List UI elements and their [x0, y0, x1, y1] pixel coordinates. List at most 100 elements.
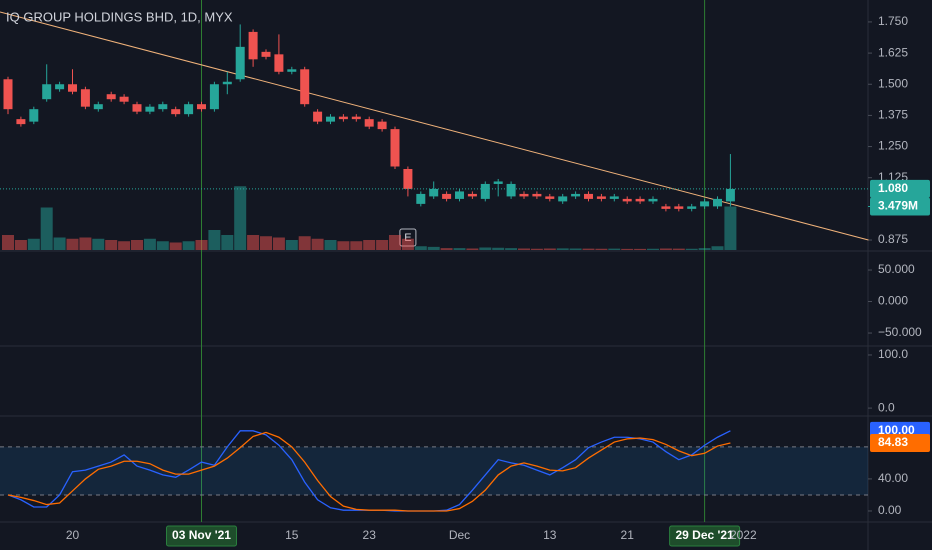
volume-bar [208, 230, 221, 250]
volume-bar [724, 206, 737, 250]
volume-bar [608, 248, 621, 250]
volume-bar [2, 235, 14, 250]
candle-body [480, 183, 490, 199]
volume-bar [685, 248, 698, 250]
candle-body [222, 81, 232, 85]
volume-bar [479, 247, 492, 250]
candle-body [674, 206, 684, 209]
candle-body [235, 46, 245, 80]
y-tick-label: 1.625 [878, 45, 908, 59]
x-tick-label: 21 [621, 528, 635, 542]
volume-bar [311, 238, 324, 250]
volume-bar [272, 237, 285, 250]
y-tick-label: 1.250 [878, 139, 908, 153]
candle-body [158, 104, 168, 110]
event-label: E [404, 232, 411, 244]
candle-body [3, 79, 13, 110]
candle-body [609, 196, 619, 199]
y-tick-label: 50.000 [878, 262, 915, 276]
candle-body [467, 193, 477, 197]
volume-bar [556, 248, 569, 250]
candle-body [493, 181, 503, 184]
candle-body [455, 191, 464, 199]
volume-bar [66, 238, 79, 250]
volume-bar [105, 240, 118, 250]
candle-body [197, 104, 206, 110]
volume-bar [595, 248, 608, 250]
y-tick-label: 100.0 [878, 347, 908, 361]
volume-bar [92, 238, 105, 250]
candle-body [390, 129, 400, 167]
volume-bar [363, 240, 376, 250]
price-label: 1.080 [878, 181, 908, 195]
oscillator-value: 84.83 [878, 435, 908, 449]
candle-body [274, 54, 284, 72]
candle-body [326, 116, 335, 122]
candle-body [403, 168, 413, 189]
candle-body [725, 188, 735, 202]
candle-body [300, 69, 310, 105]
price-label-box [870, 179, 930, 198]
volume-bar [505, 248, 518, 250]
volume-bar [156, 241, 169, 250]
volume-bar [79, 237, 92, 250]
oscillator-value-box [870, 433, 930, 452]
volume-bar [324, 240, 337, 250]
y-tick-label: 1.750 [878, 14, 908, 28]
y-tick-label: 1.500 [878, 76, 908, 90]
volume-bar [414, 246, 427, 250]
x-tick-label: 2022 [730, 528, 757, 542]
volume-bar [260, 236, 272, 250]
candle-body [261, 51, 271, 57]
y-tick-label: 0.00 [878, 503, 902, 517]
volume-bar [466, 248, 479, 250]
volume-bar [298, 236, 311, 250]
volume-bar [672, 248, 685, 250]
y-tick-label: 40.00 [878, 471, 908, 485]
volume-bar [492, 247, 505, 250]
y-tick-label: 0.0 [878, 400, 895, 414]
candle-body [106, 94, 116, 100]
candle-body [558, 196, 568, 202]
x-tick-label: 20 [66, 528, 80, 542]
volume-label-box [870, 197, 930, 216]
volume-bar [182, 241, 195, 250]
candle-body [377, 121, 387, 130]
x-tick-label: Dec [449, 528, 470, 542]
candle-body [119, 96, 129, 102]
volume-bar [131, 240, 143, 250]
volume-bar [14, 240, 27, 250]
candle-body [661, 206, 671, 209]
candle-body [532, 193, 542, 197]
volume-bar [453, 248, 466, 250]
volume-bar [427, 246, 440, 250]
candle-body [145, 106, 155, 112]
x-tick-label: 03 Nov '21 [172, 528, 231, 542]
candle-body [184, 104, 194, 115]
x-tick-label: 15 [285, 528, 299, 542]
volume-bar [647, 248, 659, 250]
volume-bar [247, 235, 260, 250]
candle-body [364, 119, 374, 127]
y-tick-label: 0.875 [878, 232, 908, 246]
candle-body [93, 104, 103, 110]
volume-bar [659, 248, 672, 250]
volume-bar [221, 235, 234, 250]
x-label-highlight [166, 525, 237, 547]
y-tick-label: −50.000 [878, 325, 922, 339]
candle-body [545, 196, 555, 199]
volume-bar [401, 238, 414, 250]
volume-bar [376, 240, 389, 250]
candle-body [596, 196, 606, 199]
candle-body [584, 193, 593, 199]
trend-line [0, 11, 869, 241]
oscillator-value: 100.00 [878, 423, 915, 437]
volume-bar [530, 248, 543, 250]
candle-body [29, 109, 39, 122]
candle-body [42, 84, 52, 100]
candle-body [132, 104, 142, 112]
